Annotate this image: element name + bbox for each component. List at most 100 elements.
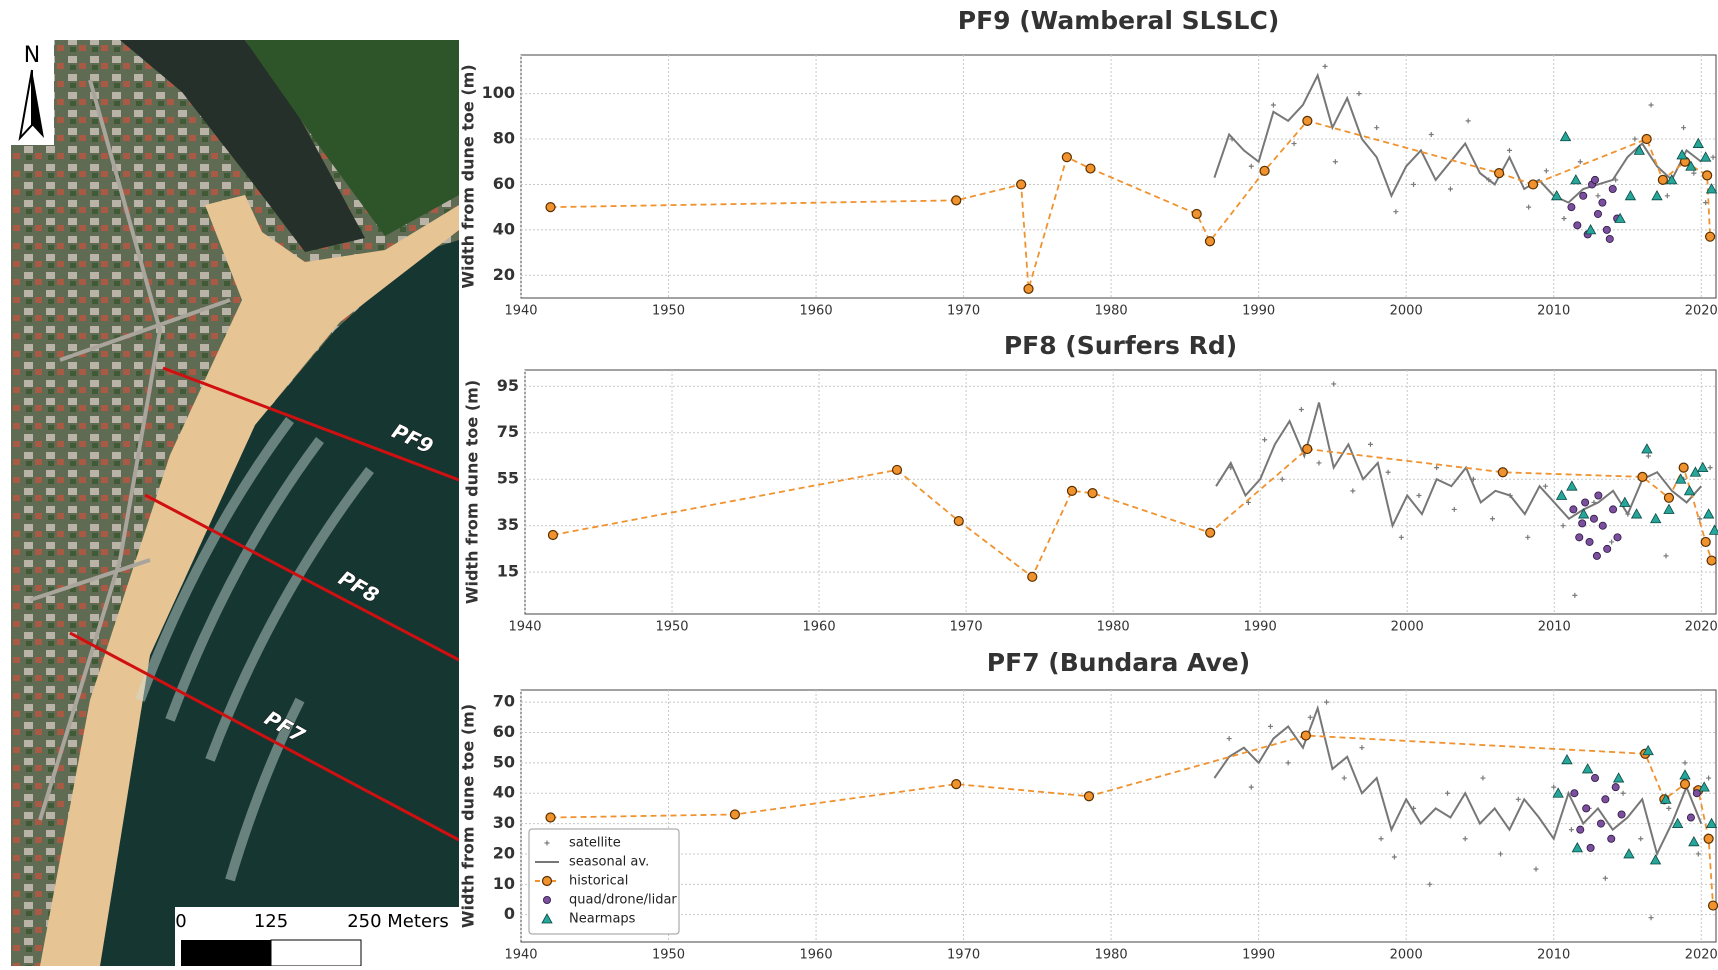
north-label: N bbox=[24, 43, 40, 68]
x-tick-label: 1980 bbox=[1095, 948, 1128, 963]
scale-label: 125 bbox=[254, 911, 288, 932]
survey-point bbox=[1586, 538, 1593, 545]
historical-point bbox=[1707, 556, 1716, 565]
historical-point bbox=[548, 530, 557, 539]
scale-label: 250 Meters bbox=[347, 911, 449, 932]
map: PF9 PF8 PF7 N 0 125 250 Meters bbox=[11, 40, 459, 966]
survey-point bbox=[1577, 826, 1584, 833]
x-tick-label: 2010 bbox=[1538, 620, 1571, 635]
historical-point bbox=[1192, 209, 1201, 218]
x-tick-label: 2020 bbox=[1685, 620, 1718, 635]
scale-label: 0 bbox=[175, 911, 186, 932]
historical-point bbox=[1206, 528, 1215, 537]
y-tick-label: 70 bbox=[493, 692, 515, 711]
historical-point bbox=[1024, 284, 1033, 293]
y-tick-label: 60 bbox=[493, 722, 515, 741]
survey-point bbox=[1609, 185, 1616, 192]
historical-point bbox=[546, 203, 555, 212]
historical-point bbox=[952, 196, 961, 205]
historical-point bbox=[952, 780, 961, 789]
y-tick-label: 40 bbox=[493, 783, 515, 802]
historical-point bbox=[1495, 169, 1504, 178]
survey-point bbox=[1597, 820, 1604, 827]
legend-label: satellite bbox=[569, 836, 621, 851]
y-tick-label: 60 bbox=[493, 174, 515, 193]
page: {"map": {"north": "N", "profiles": ["PF9… bbox=[0, 0, 1718, 966]
x-tick-label: 1940 bbox=[504, 304, 537, 319]
x-tick-label: 1970 bbox=[947, 948, 980, 963]
historical-point bbox=[1642, 135, 1651, 144]
survey-point bbox=[1614, 534, 1621, 541]
y-tick-label: 55 bbox=[497, 469, 519, 488]
survey-point bbox=[1594, 210, 1601, 217]
y-axis-label: Width from dune toe (m) bbox=[463, 380, 482, 604]
survey-point bbox=[1687, 814, 1694, 821]
y-tick-label: 0 bbox=[504, 904, 515, 923]
x-tick-label: 2000 bbox=[1391, 620, 1424, 635]
chart-panel: PF9 (Wamberal SLSLC) 1940 1950 1960 1970 1980… bbox=[459, 6, 1718, 319]
survey-point bbox=[1587, 844, 1594, 851]
survey-point bbox=[1609, 506, 1616, 513]
survey-point bbox=[1599, 522, 1606, 529]
historical-point bbox=[893, 465, 902, 474]
historical-point bbox=[730, 810, 739, 819]
historical-point bbox=[1301, 731, 1310, 740]
historical-point bbox=[1638, 472, 1647, 481]
survey-point bbox=[1576, 534, 1583, 541]
survey-point bbox=[1606, 235, 1613, 242]
x-tick-label: 1950 bbox=[655, 620, 688, 635]
x-tick-label: 1960 bbox=[800, 948, 833, 963]
y-tick-label: 30 bbox=[493, 813, 515, 832]
chart-title: PF7 (Bundara Ave) bbox=[987, 648, 1250, 677]
survey-point bbox=[1579, 520, 1586, 527]
legend-label: quad/drone/lidar bbox=[569, 893, 677, 908]
x-tick-label: 2000 bbox=[1390, 304, 1423, 319]
survey-point bbox=[1604, 545, 1611, 552]
scale-bar bbox=[271, 940, 361, 966]
y-tick-label: 40 bbox=[493, 219, 515, 238]
historical-point bbox=[546, 813, 555, 822]
survey-point bbox=[1593, 552, 1600, 559]
x-tick-label: 1970 bbox=[947, 304, 980, 319]
historical-point bbox=[1088, 489, 1097, 498]
x-tick-label: 1960 bbox=[803, 620, 836, 635]
historical-point bbox=[1498, 468, 1507, 477]
historical-point bbox=[1062, 153, 1071, 162]
legend-label: historical bbox=[569, 874, 628, 889]
y-tick-label: 20 bbox=[493, 265, 515, 284]
y-tick-label: 95 bbox=[497, 376, 519, 395]
historical-point bbox=[954, 517, 963, 526]
historical-point bbox=[1205, 237, 1214, 246]
x-tick-label: 1940 bbox=[504, 948, 537, 963]
survey-point bbox=[1590, 515, 1597, 522]
historical-point bbox=[1084, 792, 1093, 801]
historical-point bbox=[1303, 445, 1312, 454]
x-tick-label: 1950 bbox=[652, 304, 685, 319]
y-tick-label: 80 bbox=[493, 129, 515, 148]
survey-point bbox=[1608, 835, 1615, 842]
x-tick-label: 1970 bbox=[950, 620, 983, 635]
legend-label: seasonal av. bbox=[569, 855, 649, 870]
chart-title: PF9 (Wamberal SLSLC) bbox=[958, 6, 1280, 35]
x-tick-label: 2020 bbox=[1685, 304, 1718, 319]
x-tick-label: 1960 bbox=[800, 304, 833, 319]
x-tick-label: 1980 bbox=[1095, 304, 1128, 319]
survey-point bbox=[1582, 499, 1589, 506]
survey-point bbox=[543, 896, 550, 903]
x-tick-label: 1990 bbox=[1244, 620, 1277, 635]
survey-point bbox=[1568, 204, 1575, 211]
historical-point bbox=[1067, 486, 1076, 495]
historical-point bbox=[1086, 164, 1095, 173]
y-axis-label: Width from dune toe (m) bbox=[459, 64, 478, 288]
x-tick-label: 2010 bbox=[1537, 948, 1570, 963]
survey-point bbox=[1583, 805, 1590, 812]
scale-bar bbox=[181, 940, 271, 966]
historical-point bbox=[1017, 180, 1026, 189]
figure: PF9 PF8 PF7 N 0 125 250 Meters PF9 (Wamb… bbox=[0, 0, 1718, 966]
historical-point bbox=[1703, 171, 1712, 180]
historical-point bbox=[1664, 493, 1673, 502]
x-tick-label: 1950 bbox=[652, 948, 685, 963]
survey-point bbox=[1618, 811, 1625, 818]
historical-point bbox=[1529, 180, 1538, 189]
